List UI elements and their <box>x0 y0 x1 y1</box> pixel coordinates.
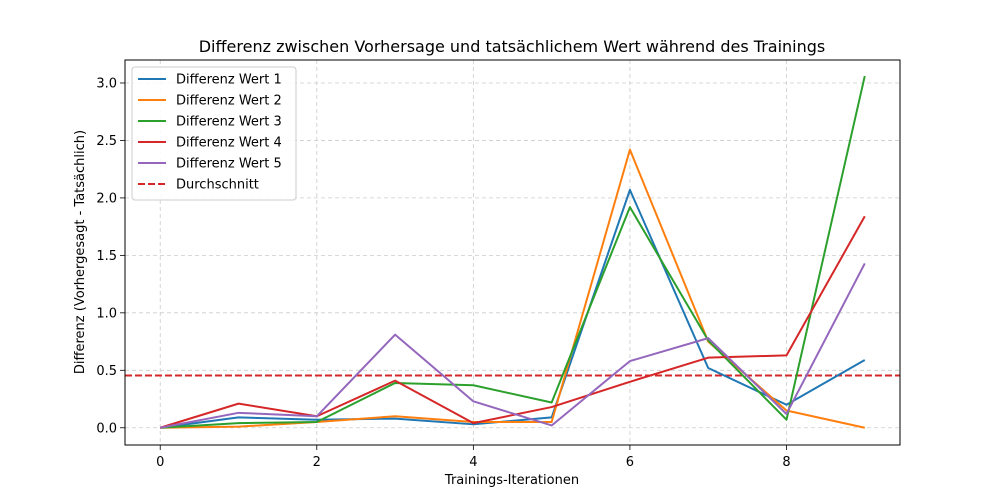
y-tick-label: 2.0 <box>96 191 117 206</box>
legend: Differenz Wert 1 Differenz Wert 2 Differen… <box>131 66 297 201</box>
x-tick-label: 0 <box>156 455 164 470</box>
y-tick-label: 3.0 <box>96 76 117 91</box>
series-layer <box>159 75 866 429</box>
legend-box <box>131 66 297 201</box>
series-line-4 <box>159 215 866 429</box>
plot-frame <box>124 59 901 446</box>
y-axis-label: Differenz (Vorhergesagt - Tatsächlich) <box>73 130 88 374</box>
x-axis-label: Trainings-Iterationen <box>444 473 579 488</box>
y-tick-label: 2.5 <box>96 134 117 149</box>
y-tick-label: 0.5 <box>96 364 117 379</box>
y-tick-label: 0.0 <box>96 421 117 436</box>
legend-entry-label: Differenz Wert 1 <box>176 73 282 88</box>
y-tick-label: 1.5 <box>96 249 117 264</box>
chart-title: Differenz zwischen Vorhersage und tatsäc… <box>199 37 826 56</box>
legend-entry-label: Differenz Wert 5 <box>176 157 282 172</box>
x-tick-label: 2 <box>313 455 321 470</box>
x-tick-label: 4 <box>469 455 477 470</box>
x-tick-label: 6 <box>626 455 634 470</box>
series-line-3 <box>160 75 866 429</box>
axis-ticks: 0 2 4 6 8 0.0 0.5 1.0 1.5 2.0 2.5 3.0 <box>96 76 790 470</box>
legend-entry-label: Differenz Wert 4 <box>176 136 282 151</box>
legend-entry-label: Differenz Wert 2 <box>176 94 282 109</box>
legend-entry-label: Differenz Wert 3 <box>176 115 282 130</box>
series-line-1 <box>160 188 866 429</box>
series-line-5 <box>160 262 866 429</box>
x-tick-label: 8 <box>782 455 790 470</box>
legend-entry-label: Durchschnitt <box>176 178 259 193</box>
y-tick-label: 1.0 <box>96 306 117 321</box>
